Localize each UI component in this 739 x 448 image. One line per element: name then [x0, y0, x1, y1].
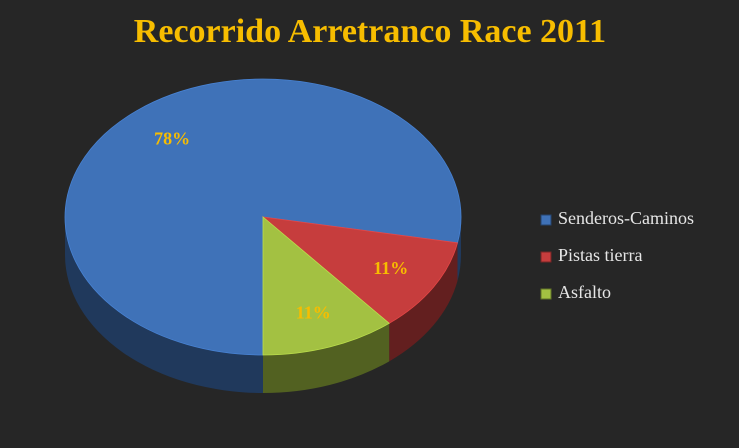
- slice-side: [65, 217, 263, 393]
- legend-marker: [540, 214, 552, 226]
- pie-slice: [64, 78, 462, 356]
- legend-label: Asfalto: [558, 282, 611, 302]
- legend-label: Senderos-Caminos: [558, 208, 694, 228]
- legend-marker: [540, 251, 552, 263]
- slice-side: [389, 242, 458, 362]
- legend-marker: [540, 288, 552, 300]
- pie-slice: [261, 216, 458, 324]
- legend-label: Pistas tierra: [558, 245, 642, 265]
- data-label: 11%: [296, 303, 331, 323]
- slice-side: [263, 323, 390, 394]
- data-label: 78%: [154, 129, 190, 149]
- chart-title: Recorrido Arretranco Race 2011: [134, 13, 606, 50]
- slice-side: [457, 217, 461, 281]
- pie-slice: [262, 216, 390, 356]
- data-label: 11%: [373, 258, 408, 278]
